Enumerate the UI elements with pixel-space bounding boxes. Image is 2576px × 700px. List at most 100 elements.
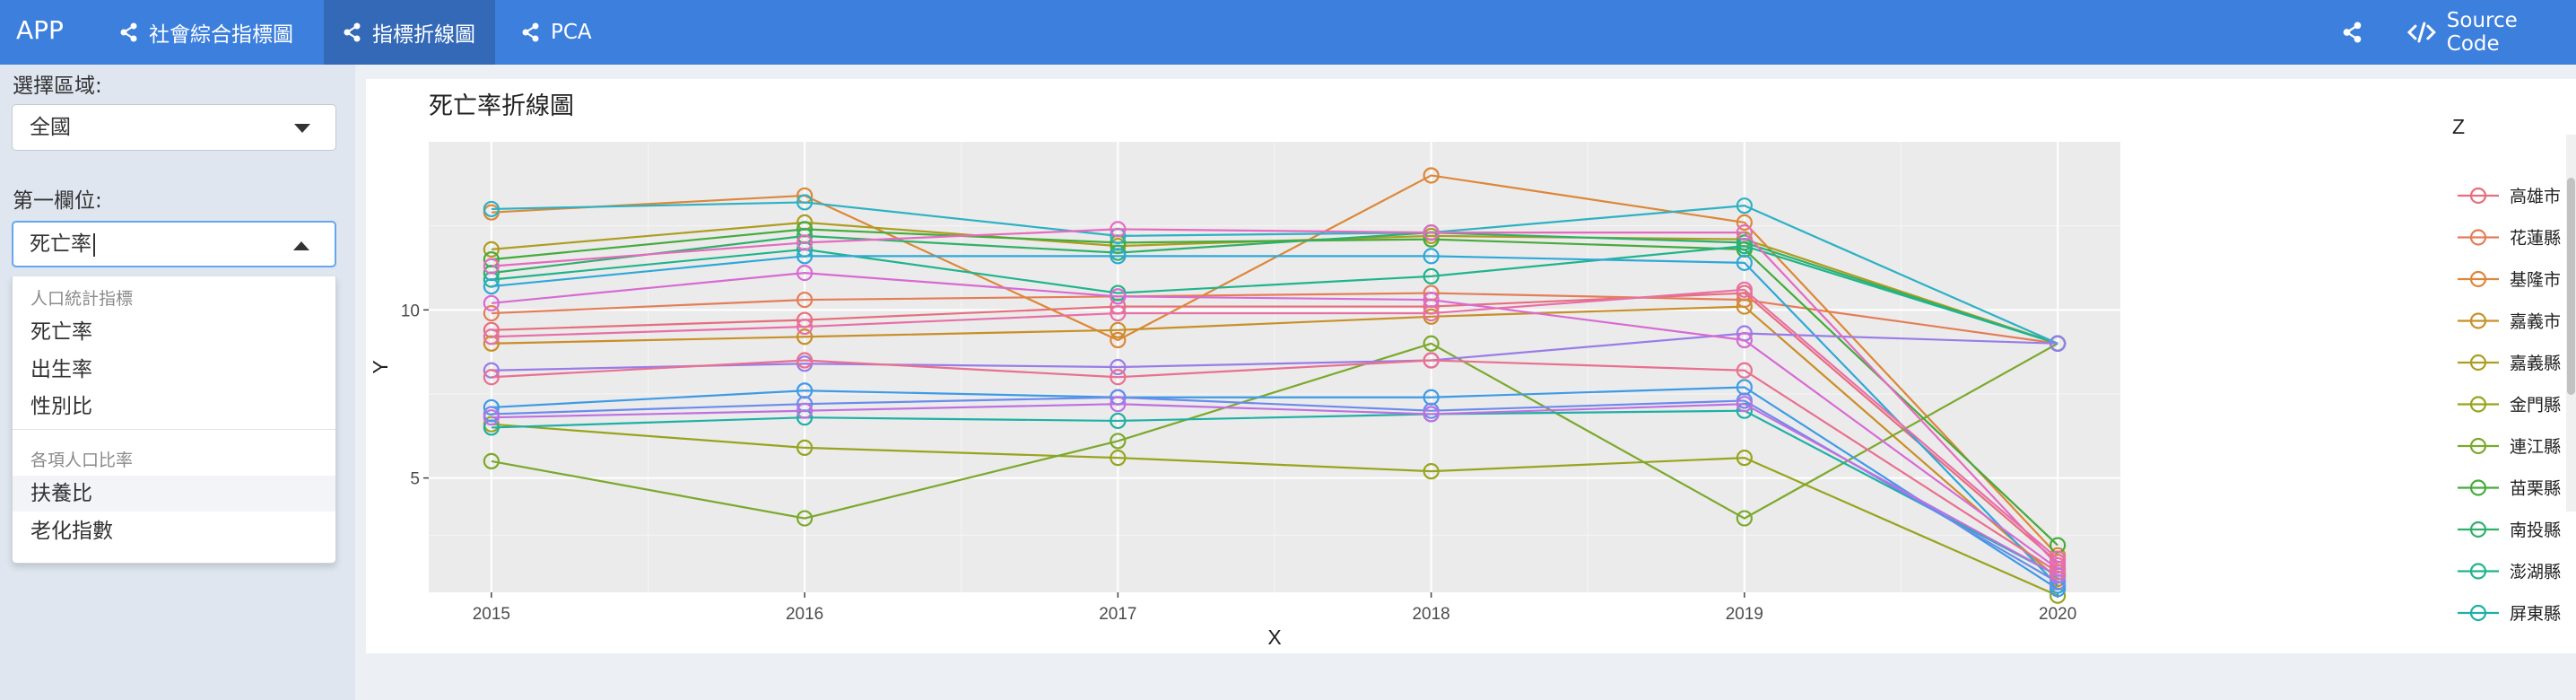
share-icon <box>120 22 137 42</box>
data-point <box>796 328 814 346</box>
data-point <box>483 398 500 416</box>
data-point <box>1110 304 1127 322</box>
data-point <box>1423 248 1440 265</box>
navbar: APP 社會綜合指標圖 指標折線圖 PCA Source Code <box>0 0 2576 65</box>
data-point <box>1736 298 1753 315</box>
series-line <box>491 288 2058 560</box>
legend-label: 花蓮縣 <box>2510 229 2561 249</box>
data-point <box>796 352 814 369</box>
data-point <box>1423 406 1440 423</box>
field1-select-value: 死亡率 <box>30 232 91 256</box>
legend-label: 基隆市 <box>2510 270 2561 290</box>
data-point <box>1110 321 1127 338</box>
dropdown-option[interactable]: 性別比 <box>30 395 92 418</box>
field1-select[interactable]: 死亡率 <box>12 221 336 267</box>
legend-key-marker <box>2469 479 2487 496</box>
data-point <box>1736 362 1753 379</box>
app-brand[interactable]: APP <box>16 15 64 45</box>
legend-label: 苗栗縣 <box>2510 479 2561 499</box>
data-point <box>1736 197 1753 214</box>
data-point <box>1110 369 1127 386</box>
series-line <box>491 305 2058 580</box>
data-point <box>796 265 814 282</box>
data-point <box>1110 450 1127 467</box>
x-tick-label: 2015 <box>473 605 510 624</box>
data-point <box>1110 221 1127 238</box>
dropdown-option[interactable]: 出生率 <box>30 358 92 381</box>
data-point <box>796 234 814 251</box>
x-axis-title: X <box>1267 626 1281 649</box>
tab-indicator-line-chart[interactable]: 指標折線圖 <box>324 0 495 65</box>
series-line <box>491 228 2058 547</box>
source-code-label: Source Code <box>2446 9 2518 56</box>
data-point <box>483 409 500 426</box>
legend-label: 連江縣 <box>2510 437 2561 457</box>
share-icon <box>344 22 361 42</box>
legend-label: 屏東縣 <box>2510 604 2561 624</box>
data-point <box>1110 433 1127 450</box>
series-line <box>491 255 2058 587</box>
data-point <box>796 194 814 211</box>
data-point <box>2049 335 2067 352</box>
data-point <box>1736 396 1753 413</box>
code-icon <box>2407 22 2436 43</box>
data-point <box>1736 331 1753 349</box>
x-tick-label: 2016 <box>786 605 823 624</box>
data-point <box>1110 396 1127 413</box>
data-point <box>1736 224 1753 241</box>
series-line <box>491 359 2058 573</box>
x-tick-label: 2020 <box>2039 605 2076 624</box>
tab-label: PCA <box>551 21 592 44</box>
legend-key-marker <box>2469 354 2487 372</box>
legend-key-marker <box>2469 312 2487 329</box>
data-point <box>796 318 814 336</box>
dropdown-group-header: 各項人口比率 <box>30 451 134 470</box>
legend-key-marker <box>2469 187 2487 205</box>
y-tick-label: 10 <box>401 302 420 320</box>
legend-key-marker <box>2469 437 2487 455</box>
data-point <box>1423 335 1440 352</box>
share-icon <box>2343 22 2362 43</box>
chevron-up-icon <box>293 241 309 250</box>
tab-label: 社會綜合指標圖 <box>149 23 293 47</box>
chevron-down-icon <box>294 124 310 133</box>
data-point <box>1110 358 1127 376</box>
source-code-link[interactable]: Source Code <box>2407 0 2576 65</box>
data-point <box>483 258 500 275</box>
dropdown-option[interactable]: 死亡率 <box>30 320 92 344</box>
legend-key-marker <box>2469 229 2487 246</box>
data-point <box>1423 352 1440 369</box>
x-tick-label: 2018 <box>1412 605 1449 624</box>
series-line <box>491 232 2058 345</box>
data-point <box>483 277 500 295</box>
dropdown-option[interactable]: 扶養比 <box>13 476 335 512</box>
series-line <box>491 201 2058 345</box>
legend-label: 高雄市 <box>2510 187 2561 206</box>
legend-scrollbar-thumb[interactable] <box>2567 178 2575 395</box>
series-line <box>491 272 2058 570</box>
region-select-value: 全國 <box>30 116 71 139</box>
legend-key-marker <box>2469 270 2487 288</box>
data-point <box>1736 254 1753 271</box>
series-line <box>491 423 2058 597</box>
data-point <box>1110 288 1127 305</box>
data-point <box>483 294 500 311</box>
data-point <box>796 439 814 457</box>
tab-social-indicators[interactable]: 社會綜合指標圖 <box>100 0 313 65</box>
region-label: 選擇區域: <box>13 74 102 98</box>
data-point <box>483 452 500 469</box>
series-line <box>491 386 2058 591</box>
data-point <box>2049 564 2067 581</box>
y-tick-label: 5 <box>410 470 420 489</box>
share-button[interactable] <box>2343 0 2363 65</box>
field1-label: 第一欄位: <box>13 189 102 213</box>
region-select[interactable]: 全國 <box>12 104 336 151</box>
legend-label: 澎湖縣 <box>2510 563 2561 582</box>
dropdown-option[interactable]: 老化指數 <box>30 520 113 543</box>
tab-pca[interactable]: PCA <box>502 0 612 65</box>
series-line <box>491 403 2058 577</box>
series-line <box>491 292 2058 345</box>
text-cursor <box>93 232 95 257</box>
data-point <box>796 510 814 527</box>
field1-dropdown-menu: 人口統計指標 死亡率 出生率 性別比 各項人口比率 扶養比 老化指數 <box>12 276 336 564</box>
